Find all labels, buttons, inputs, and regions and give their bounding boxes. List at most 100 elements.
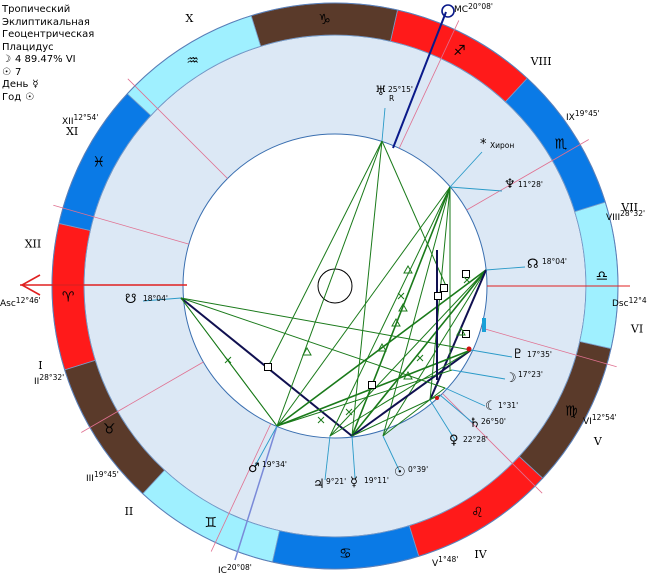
- trine-aspect-marker: [456, 326, 466, 336]
- sun-row: ☉ 7: [2, 67, 94, 80]
- moon-degree-label: 17°23': [518, 370, 543, 379]
- house-cusp-label: II28°32': [34, 373, 64, 387]
- aspect-line: [381, 140, 447, 287]
- neptune-icon: ♆: [504, 177, 516, 192]
- leo-icon: ♌: [471, 505, 484, 521]
- aspect-line: [276, 269, 487, 427]
- aspect-line: [276, 140, 383, 427]
- mars-icon: ♂: [248, 461, 260, 476]
- coordinate-type-label: Эклиптикальная: [2, 16, 90, 28]
- aspect-line: [267, 140, 383, 368]
- capricorn-icon: ♑: [318, 12, 331, 28]
- house-cusp-line: [210, 423, 272, 552]
- mc-axis-line: [392, 11, 447, 149]
- house-numeral: II: [125, 505, 134, 518]
- uranus-leader-line: [381, 107, 386, 142]
- aspect-line: [276, 369, 453, 427]
- sextile-aspect-marker: [345, 408, 353, 416]
- jupiter-icon: ♃: [313, 477, 325, 492]
- mc-marker-icon: [441, 4, 455, 18]
- saturn-degree-label: 26°50': [481, 417, 506, 426]
- aspect-line: [180, 297, 278, 427]
- lilith-icon: ☾: [485, 399, 497, 414]
- moon-icon: ☽: [505, 371, 517, 386]
- mars-leader-line: [254, 425, 278, 467]
- pisces-icon: ♓: [92, 155, 105, 171]
- midheaven-label: MC20°08': [454, 2, 493, 15]
- aspect-line: [382, 186, 451, 437]
- chiron-degree-label: Хирон: [490, 141, 514, 150]
- lilith-degree-label: 1°31': [498, 401, 518, 410]
- house-cusp-label: VIII28°32': [606, 209, 645, 223]
- sun-leader-line: [382, 435, 400, 471]
- virgo-icon: ♍: [565, 403, 578, 419]
- cancer-icon: ♋: [339, 546, 352, 562]
- trine-aspect-marker: [398, 302, 408, 312]
- mercury-icon: ☿: [32, 79, 39, 90]
- descendant-label: Dsc12°46': [612, 296, 647, 309]
- sextile-aspect-marker: [224, 356, 232, 364]
- sextile-aspect-marker: [397, 292, 405, 300]
- sun-icon: ☉: [394, 465, 406, 480]
- sun-icon: ☉: [25, 91, 35, 103]
- square-aspect-marker: [368, 381, 376, 389]
- neptune-leader-line: [449, 186, 503, 192]
- mars-degree-label: 19°34': [262, 460, 287, 469]
- square-aspect-marker: [264, 363, 272, 371]
- house-cusp-label: V1°48': [432, 555, 458, 569]
- house-system-label: Плацидус: [2, 41, 54, 53]
- square-aspect-marker: [434, 292, 442, 300]
- chiron-leader-line: [449, 151, 483, 188]
- north-node-leader-line: [485, 266, 526, 271]
- south-node-icon: ☋: [125, 292, 137, 307]
- north-node-icon: ☊: [527, 257, 539, 272]
- house-numeral: X: [186, 12, 194, 25]
- house-cusp-label: III19°45': [86, 470, 119, 484]
- aspect-line: [351, 269, 487, 437]
- aspect-line: [180, 297, 446, 389]
- chiron-icon: *: [480, 137, 487, 152]
- house-numeral: VI: [630, 322, 643, 335]
- zodiac-type-label: Тропический: [2, 4, 71, 15]
- scorpio-icon: ♏: [555, 137, 568, 153]
- pluto-degree-label: 17°35': [527, 350, 552, 359]
- house-cusp-label: IX19°45': [566, 109, 600, 123]
- trine-aspect-marker: [403, 370, 413, 380]
- aspect-line: [329, 186, 451, 437]
- day-ruler-row: День ☿: [2, 79, 94, 92]
- aquarius-icon: ♒: [186, 53, 199, 69]
- jupiter-leader-line: [324, 435, 331, 481]
- saturn-leader-line: [439, 394, 474, 424]
- square-aspect-marker: [462, 330, 470, 338]
- year-label: Год: [2, 91, 22, 103]
- day-label: День: [2, 79, 29, 90]
- sun-icon: ☉: [2, 66, 11, 78]
- mercury-leader-line: [351, 435, 356, 479]
- house-cusp-line: [442, 393, 543, 494]
- house-cusp-line: [466, 139, 589, 211]
- mercury-icon: ☿: [350, 475, 358, 490]
- house-cusp-line: [81, 361, 204, 433]
- aries-icon: ♈: [62, 289, 75, 305]
- pluto-dot: [466, 346, 472, 352]
- moon-phase-value: 4 89.47% VI: [14, 54, 76, 65]
- year-ruler-row: Год ☉: [2, 92, 94, 105]
- square-aspect-marker: [462, 270, 470, 278]
- house-numeral: V: [593, 435, 603, 448]
- aspect-line: [351, 394, 441, 437]
- uranus-icon: ♅: [375, 84, 387, 99]
- south-node-degree-label: 18°04': [143, 294, 168, 303]
- ic-axis-line: [234, 425, 278, 561]
- imum-coeli-label: IC20°08': [218, 563, 252, 573]
- venus-icon: ♀: [449, 433, 459, 448]
- aspect-line: [351, 140, 383, 437]
- house-numeral: XII: [25, 238, 42, 251]
- jupiter-degree-label: 9°21': [326, 477, 346, 486]
- house-numeral: XI: [66, 125, 78, 138]
- geocentric-label: Геоцентрическая: [2, 29, 95, 40]
- gemini-icon: ♊: [204, 515, 217, 531]
- uranus-degree-label: 25°15': [388, 85, 413, 94]
- sun-value: 7: [14, 66, 22, 78]
- mercury-degree-label: 19°11': [364, 476, 389, 485]
